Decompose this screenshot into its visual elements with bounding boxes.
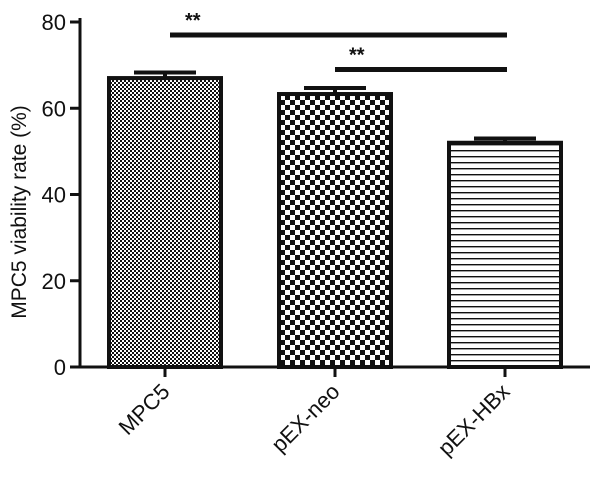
x-tick-label: pEX-neo	[266, 379, 344, 457]
significance-brackets: ** **	[170, 10, 507, 72]
y-tick-label: 20	[42, 269, 66, 294]
y-axis-label: MPC5 viability rate (%)	[8, 105, 31, 319]
x-axis: MPC5 pEX-neo pEX-HBx	[80, 365, 590, 461]
bars	[107, 76, 563, 370]
x-tick-label: pEX-HBx	[433, 379, 515, 461]
y-axis: 0 20 40 60 80	[42, 10, 82, 380]
significance-label: **	[185, 10, 201, 32]
y-tick-label: 40	[42, 183, 66, 208]
y-tick-label: 0	[54, 355, 66, 380]
bar-pex-neo	[277, 92, 393, 370]
bar-mpc5	[107, 76, 223, 369]
significance-label: **	[349, 44, 365, 66]
bar-pex-hbx	[447, 140, 563, 369]
error-bars	[134, 70, 536, 143]
y-tick-label: 80	[42, 10, 66, 35]
x-tick-label: MPC5	[114, 379, 175, 440]
y-tick-label: 60	[42, 96, 66, 121]
